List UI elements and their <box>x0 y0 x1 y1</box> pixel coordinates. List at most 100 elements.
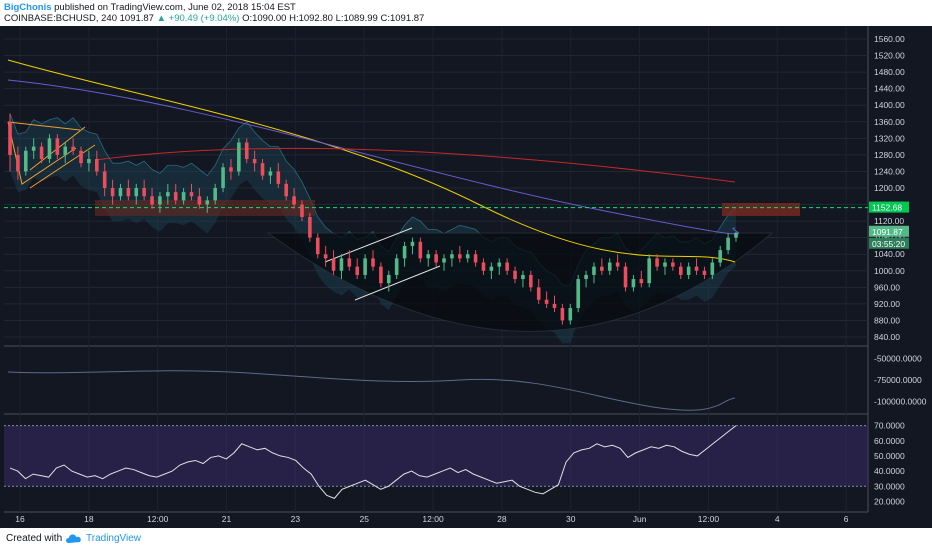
rising-channel <box>324 227 441 301</box>
candle <box>315 237 320 255</box>
candle <box>505 262 509 271</box>
last-price: 1091.87 <box>119 13 154 24</box>
candle <box>481 262 486 271</box>
candle <box>426 254 431 259</box>
resistance-zone <box>95 200 315 216</box>
candle <box>16 154 20 172</box>
time-tick-label: 21 <box>222 514 232 524</box>
time-tick-label: 6 <box>844 514 849 524</box>
candle <box>694 266 699 271</box>
candle <box>339 258 344 271</box>
candle <box>489 266 494 271</box>
candle <box>379 266 383 284</box>
candle <box>213 188 217 201</box>
rsi-tick-label: 40.0000 <box>874 466 905 476</box>
candle <box>678 266 683 275</box>
candle <box>221 167 225 188</box>
price-tick-label: 1560.00 <box>874 34 905 44</box>
candle <box>726 237 730 251</box>
rsi-tick-label: 30.0000 <box>874 481 905 491</box>
price-tick-label: 880.00 <box>874 315 900 325</box>
candle <box>31 146 36 151</box>
candle <box>552 303 557 309</box>
time-tick-label: 4 <box>775 514 780 524</box>
author-name[interactable]: BigChonis <box>4 2 52 13</box>
candle <box>244 142 249 160</box>
candle <box>663 262 667 267</box>
candle <box>576 279 580 309</box>
price-tick-label: 1240.00 <box>874 166 905 176</box>
last-price-tag <box>869 225 909 237</box>
price-tick-label: 1480.00 <box>874 67 905 77</box>
candle <box>79 150 83 164</box>
price-tick-label: 1120.00 <box>874 216 904 226</box>
candle <box>568 308 573 321</box>
candle <box>134 188 139 197</box>
price-tick-label: 1000.00 <box>874 266 905 276</box>
candle <box>300 204 304 217</box>
rsi-tick-label: 70.0000 <box>874 421 905 431</box>
publish-info: published on TradingView.com, June 02, 2… <box>54 2 296 13</box>
resistance-zone <box>722 203 800 216</box>
candle <box>260 163 265 176</box>
price-tick-label: 1520.00 <box>874 51 905 61</box>
candle <box>592 266 596 275</box>
candle <box>615 262 620 267</box>
candle <box>23 150 28 172</box>
time-tick-label: 12:00 <box>422 514 444 524</box>
rsi-band <box>4 425 868 487</box>
time-tick-label: Jun <box>633 514 647 524</box>
price-tick-label: 1440.00 <box>874 84 905 94</box>
candle <box>607 262 612 271</box>
candle <box>55 138 60 155</box>
candle <box>87 159 91 164</box>
countdown-label: 03:55:20 <box>872 239 905 249</box>
resistance-tag <box>869 201 909 213</box>
candle <box>418 241 423 259</box>
candle <box>355 266 360 275</box>
candle <box>110 188 115 197</box>
candle <box>268 171 273 176</box>
candle <box>734 232 738 238</box>
created-with: Created with <box>6 533 63 544</box>
time-tick-label: 28 <box>497 514 507 524</box>
candle <box>229 167 233 172</box>
price-tick-label: 1280.00 <box>874 150 905 160</box>
candle <box>442 258 446 263</box>
price-tick-label: 1200.00 <box>874 183 905 193</box>
time-tick-label: 12:00 <box>147 514 169 524</box>
candle <box>371 258 375 267</box>
candle <box>237 142 241 172</box>
candle <box>647 258 651 284</box>
candle <box>331 258 336 271</box>
time-tick-label: 25 <box>359 514 369 524</box>
ohlc-values: O:1090.00 H:1092.80 L:1089.99 C:1091.87 <box>242 13 425 24</box>
candle <box>718 250 723 263</box>
candle <box>671 262 675 267</box>
obv-tick-label: -100000.0000 <box>874 396 927 406</box>
tradingview-logo-icon <box>66 534 81 543</box>
candle <box>126 188 131 197</box>
candle <box>347 258 352 267</box>
candle <box>623 266 628 288</box>
candle <box>102 171 107 188</box>
time-tick-label: 18 <box>84 514 94 524</box>
candle <box>158 196 162 205</box>
tradingview-brand[interactable]: TradingView <box>86 533 142 544</box>
price-tick-label: 1360.00 <box>874 117 905 127</box>
candle <box>71 146 75 151</box>
bollinger-upper <box>9 113 737 286</box>
candle <box>118 188 123 197</box>
price-tick-label: 1400.00 <box>874 100 905 110</box>
candle <box>63 146 68 155</box>
candle <box>166 192 170 197</box>
candle <box>181 192 186 201</box>
candle <box>386 274 391 284</box>
candle <box>639 279 644 284</box>
candle <box>631 279 636 288</box>
candle <box>252 159 257 164</box>
candle <box>434 254 438 263</box>
rsi-tick-label: 60.0000 <box>874 436 905 446</box>
